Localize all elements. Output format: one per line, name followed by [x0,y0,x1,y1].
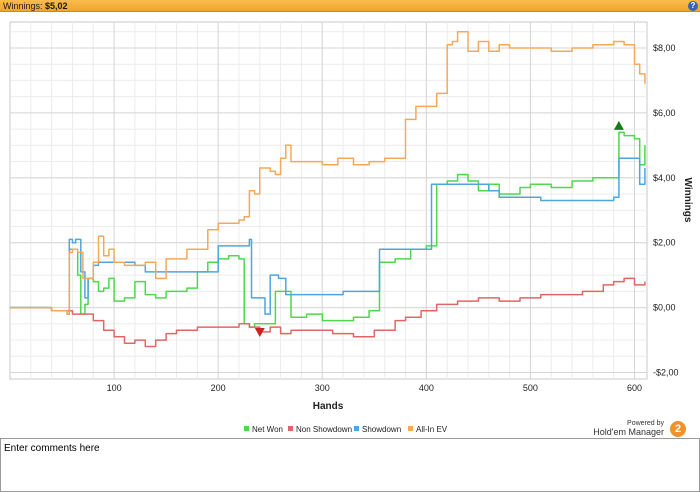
product-name: Hold'em Manager [593,427,664,437]
y-tick-label: $4,00 [653,173,676,183]
y-tick-label: $6,00 [653,108,676,118]
x-tick-label: 400 [419,383,434,393]
legend-label: Net Won [252,425,283,434]
marker-layer [254,120,624,337]
powered-by-text: Powered by [627,420,664,427]
series-layer [10,30,646,348]
hem-logo-icon: 2 [670,421,686,437]
y-tick-label: $0,00 [653,303,676,313]
y-tick-label: $2,00 [653,238,676,248]
x-axis-label: Hands [313,401,344,412]
legend-label: All-In EV [416,425,448,434]
series-line-all-in-ev [10,30,646,315]
x-tick-label: 200 [211,383,226,393]
x-tick-label: 100 [107,383,122,393]
x-tick-label: 600 [627,383,642,393]
title-bar: Winnings: $5,02 ? [0,0,700,12]
series-line-showdown [10,157,646,315]
winnings-chart: 100 200 300 400 500 600 -$2,00 $0,00 $2,00 $4,00… [9,21,693,434]
comments-box[interactable]: Enter comments here [0,438,700,492]
y-tick-label: -$2,00 [653,368,679,378]
y-axis-label: Winnings [682,178,693,223]
legend-swatch [408,426,413,431]
comments-placeholder[interactable]: Enter comments here [4,443,100,454]
x-tick-label: 300 [315,383,330,393]
y-tick-labels: -$2,00 $0,00 $2,00 $4,00 $6,00 $8,00 [653,43,679,378]
help-icon[interactable]: ? [688,1,698,11]
winnings-summary: Winnings: $5,02 [3,0,68,12]
legend-swatch [288,426,293,431]
legend: Net Won Non Showdown Showdown All-In EV [244,425,448,434]
max-marker [613,120,624,130]
legend-label: Showdown [362,425,401,434]
legend-swatch [354,426,359,431]
x-tick-label: 500 [523,383,538,393]
winnings-value: $5,02 [45,1,68,11]
winnings-label: Winnings: [3,1,43,11]
x-tick-labels: 100 200 300 400 500 600 [107,383,642,393]
series-line-non-showdown [10,277,646,348]
y-tick-label: $8,00 [653,43,676,53]
legend-swatch [244,426,249,431]
powered-by-branding: Powered by Hold'em Manager 2 [566,420,686,438]
legend-label: Non Showdown [296,425,352,434]
series-line-net-won [10,131,646,328]
min-marker [254,327,265,337]
